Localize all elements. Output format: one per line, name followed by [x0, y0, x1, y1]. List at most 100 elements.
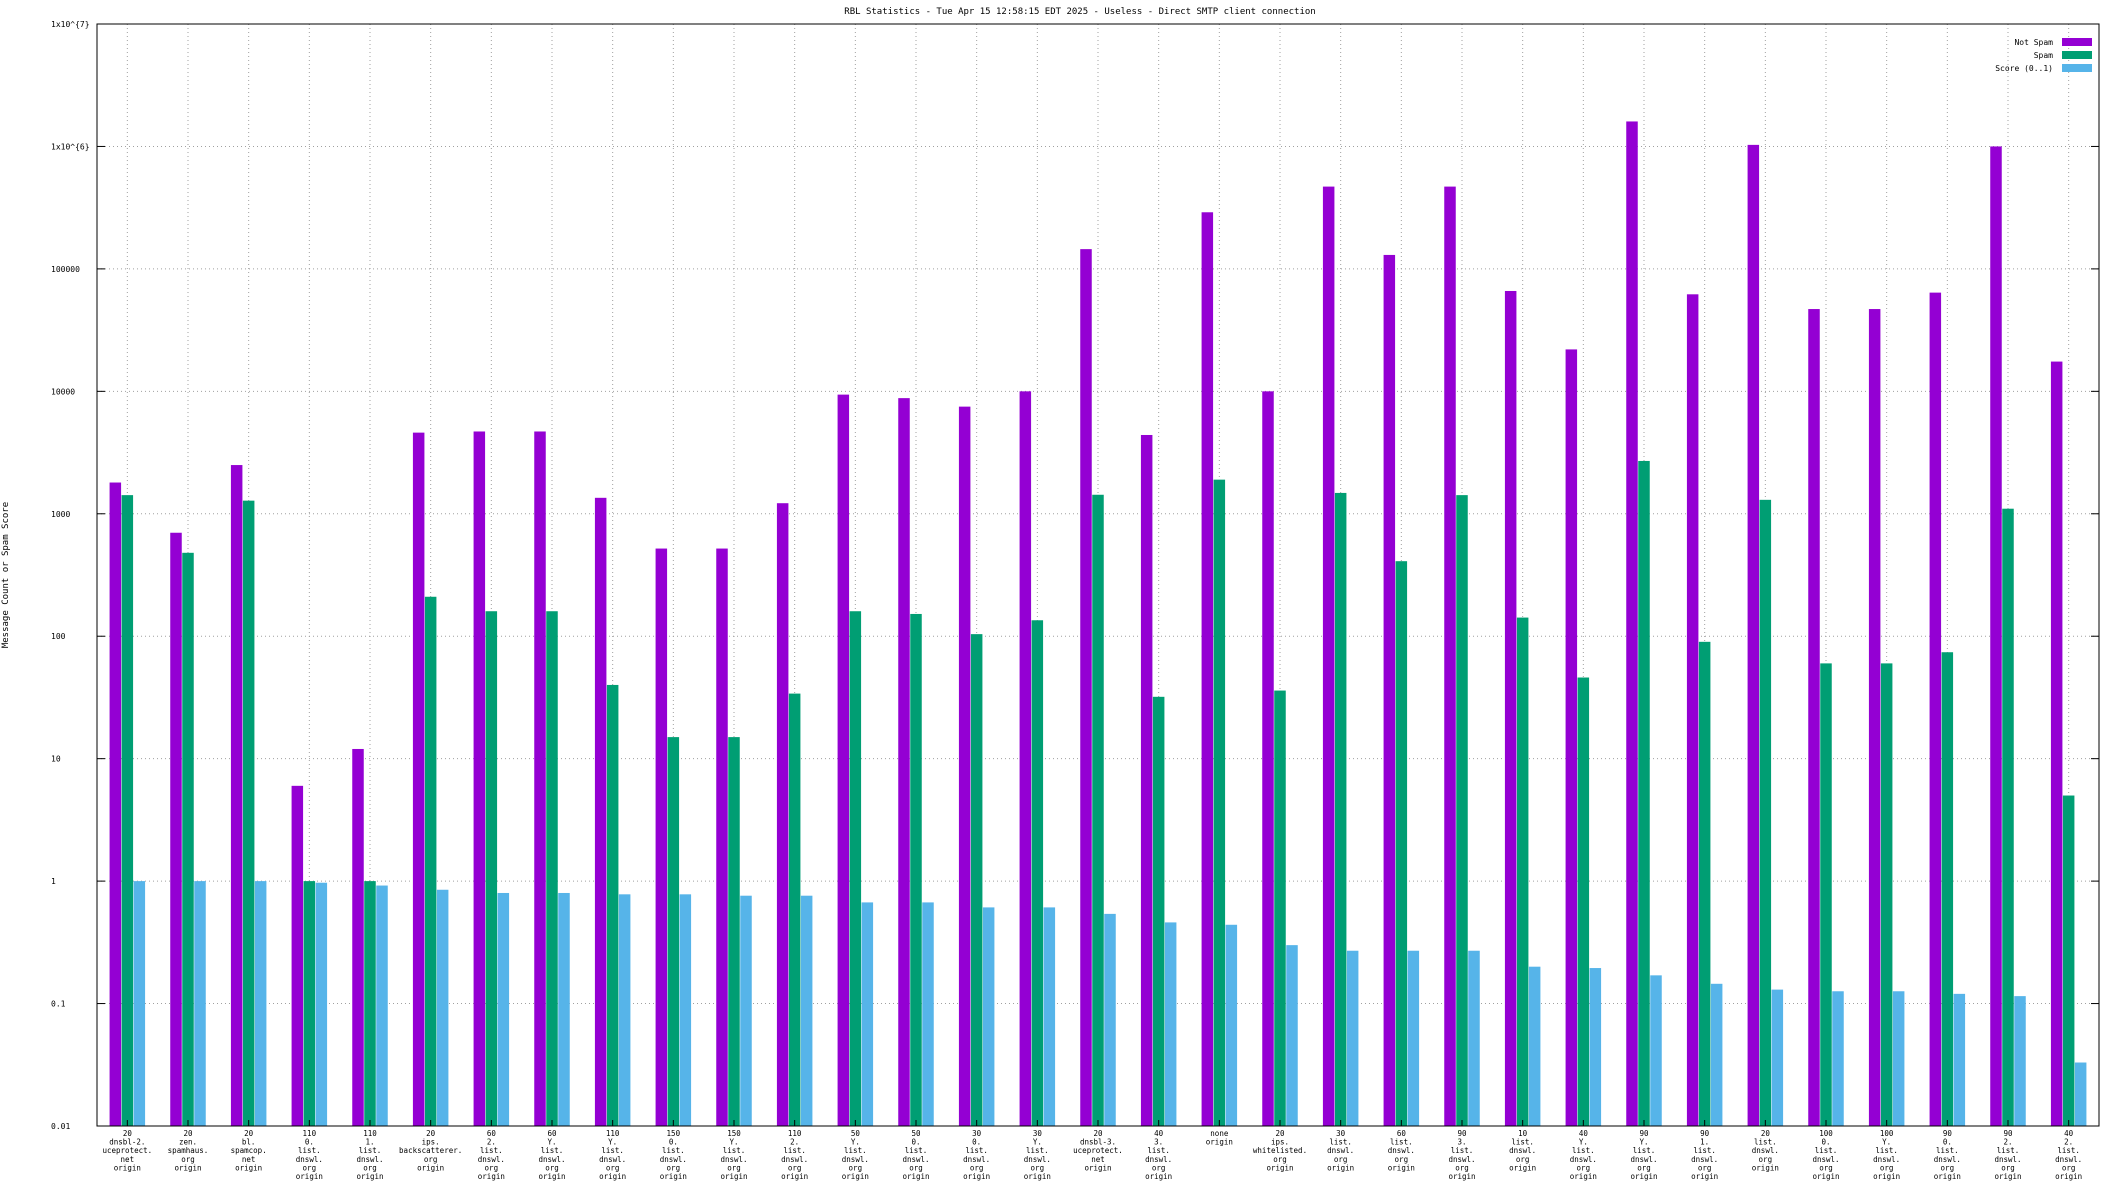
x-tick-label: 30 0. list. dnswl. org origin	[963, 1129, 990, 1181]
bar-not-spam	[1140, 434, 1153, 1126]
bar-not-spam	[1201, 212, 1214, 1127]
bar-not-spam	[1444, 186, 1456, 1126]
bar-not-spam	[1808, 309, 1820, 1126]
x-tick-label: 90 3. list. dnswl. org origin	[1448, 1129, 1475, 1181]
x-tick-label: 20 dnsbl-3. uceprotect. net origin	[1073, 1129, 1123, 1172]
legend-label: Spam	[2034, 51, 2053, 60]
bar-score-0-1	[1468, 950, 1480, 1126]
bar-spam	[667, 737, 680, 1126]
y-tick-label: 1x10^{7}	[51, 20, 90, 29]
y-tick-label: 10	[51, 755, 61, 764]
x-tick-label: 30 Y. list. dnswl. org origin	[1024, 1129, 1051, 1181]
bar-spam	[1880, 663, 1893, 1126]
x-tick-label: 50 Y. list. dnswl. org origin	[842, 1129, 869, 1181]
legend-swatch	[2062, 64, 2092, 72]
bar-spam	[728, 737, 740, 1126]
bar-not-spam	[534, 431, 546, 1126]
bar-score-0-1	[1407, 950, 1420, 1126]
bar-spam	[546, 611, 558, 1126]
bar-spam	[910, 613, 922, 1126]
x-tick-label: 20 dnsbl-2. uceprotect. net origin	[102, 1129, 152, 1172]
x-tick-label: 40 2. list. dnswl. org origin	[2055, 1129, 2082, 1181]
y-axis-label: Message Count or Spam Score	[1, 502, 11, 648]
bar-spam	[1213, 479, 1226, 1126]
plot-border	[96, 23, 2100, 1127]
bar-spam	[364, 881, 376, 1126]
bar-score-0-1	[376, 885, 388, 1126]
x-tick-label: 110 1. list. dnswl. org origin	[356, 1129, 383, 1181]
bar-score-0-1	[1832, 991, 1844, 1126]
bar-score-0-1	[1043, 907, 1056, 1126]
bars-group	[109, 121, 2087, 1127]
bar-spam	[242, 500, 255, 1126]
bar-score-0-1	[1650, 975, 1662, 1126]
bar-not-spam	[1080, 249, 1092, 1127]
bar-not-spam	[1990, 146, 2002, 1126]
legend-label: Not Spam	[2014, 38, 2053, 47]
bar-not-spam	[958, 406, 971, 1127]
y-tick-label: 1000	[51, 510, 70, 519]
bar-score-0-1	[1710, 983, 1723, 1126]
bar-spam	[424, 596, 437, 1126]
bar-spam	[1274, 690, 1286, 1126]
bar-score-0-1	[133, 881, 146, 1126]
x-tick-label: 20 zen. spamhaus. org origin	[168, 1129, 209, 1172]
bar-spam	[1638, 460, 1650, 1126]
x-tick-label: 90 0. list. dnswl. org origin	[1934, 1129, 1961, 1181]
y-tick-label: 1x10^{6}	[51, 142, 90, 151]
x-tick-label: 40 3. list. dnswl. org origin	[1145, 1129, 1172, 1181]
bar-spam	[606, 684, 619, 1126]
legend-label: Score (0..1)	[1995, 64, 2053, 73]
bar-spam	[1698, 641, 1711, 1126]
x-tick-label: 90 Y. list. dnswl. org origin	[1630, 1129, 1657, 1181]
bar-not-spam	[473, 431, 486, 1126]
x-axis-ticks: 20 dnsbl-2. uceprotect. net origin 20 zen. spam…	[102, 1120, 2082, 1181]
x-tick-label: 60 Y. list. dnswl. org origin	[538, 1129, 565, 1181]
y-tick-label: 100000	[51, 265, 80, 274]
bar-spam	[1395, 561, 1408, 1126]
bar-score-0-1	[1286, 945, 1298, 1126]
legend-swatch	[2062, 51, 2092, 59]
bar-spam	[788, 693, 801, 1126]
y-tick-label: 0.1	[51, 1000, 66, 1009]
bar-not-spam	[776, 503, 789, 1126]
bar-not-spam	[1868, 309, 1881, 1126]
y-axis-ticks: 0.01 0.1 1 10 100 1000 10000 100000 1x10^{6} 1x10…	[51, 20, 2099, 1131]
bar-score-0-1	[740, 895, 752, 1126]
bar-score-0-1	[497, 892, 510, 1126]
bar-not-spam	[1686, 294, 1699, 1126]
bar-not-spam	[170, 532, 182, 1126]
x-tick-label: 100 0. list. dnswl. org origin	[1812, 1129, 1839, 1181]
bar-not-spam	[291, 785, 304, 1126]
x-tick-label: 110 Y. list. dnswl. org origin	[599, 1129, 626, 1181]
bar-spam	[2062, 795, 2075, 1126]
bar-not-spam	[1383, 254, 1396, 1127]
bar-spam	[849, 611, 862, 1126]
bar-not-spam	[1626, 121, 1638, 1126]
bar-score-0-1	[315, 882, 328, 1126]
x-tick-label: 10 list. dnswl. org origin	[1509, 1129, 1536, 1172]
bar-score-0-1	[558, 892, 570, 1126]
bar-spam	[1031, 620, 1044, 1126]
bar-spam	[1820, 663, 1832, 1126]
bar-spam	[1941, 652, 1954, 1126]
bar-spam	[2002, 508, 2014, 1126]
bar-spam	[303, 881, 316, 1126]
x-tick-label: 60 list. dnswl. org origin	[1388, 1129, 1415, 1172]
bar-not-spam	[898, 398, 910, 1127]
bar-spam	[1334, 492, 1347, 1126]
x-tick-label: 30 list. dnswl. org origin	[1327, 1129, 1354, 1172]
bar-score-0-1	[1164, 922, 1177, 1126]
bar-spam	[1516, 617, 1529, 1126]
bar-score-0-1	[1104, 913, 1116, 1126]
bar-score-0-1	[800, 895, 813, 1126]
x-tick-label: 150 Y. list. dnswl. org origin	[720, 1129, 747, 1181]
bar-score-0-1	[254, 881, 267, 1126]
bar-not-spam	[1565, 349, 1578, 1126]
bar-not-spam	[412, 432, 425, 1126]
y-tick-label: 0.01	[51, 1122, 70, 1131]
y-tick-label: 100	[51, 632, 66, 641]
legend-swatch	[2062, 38, 2092, 46]
